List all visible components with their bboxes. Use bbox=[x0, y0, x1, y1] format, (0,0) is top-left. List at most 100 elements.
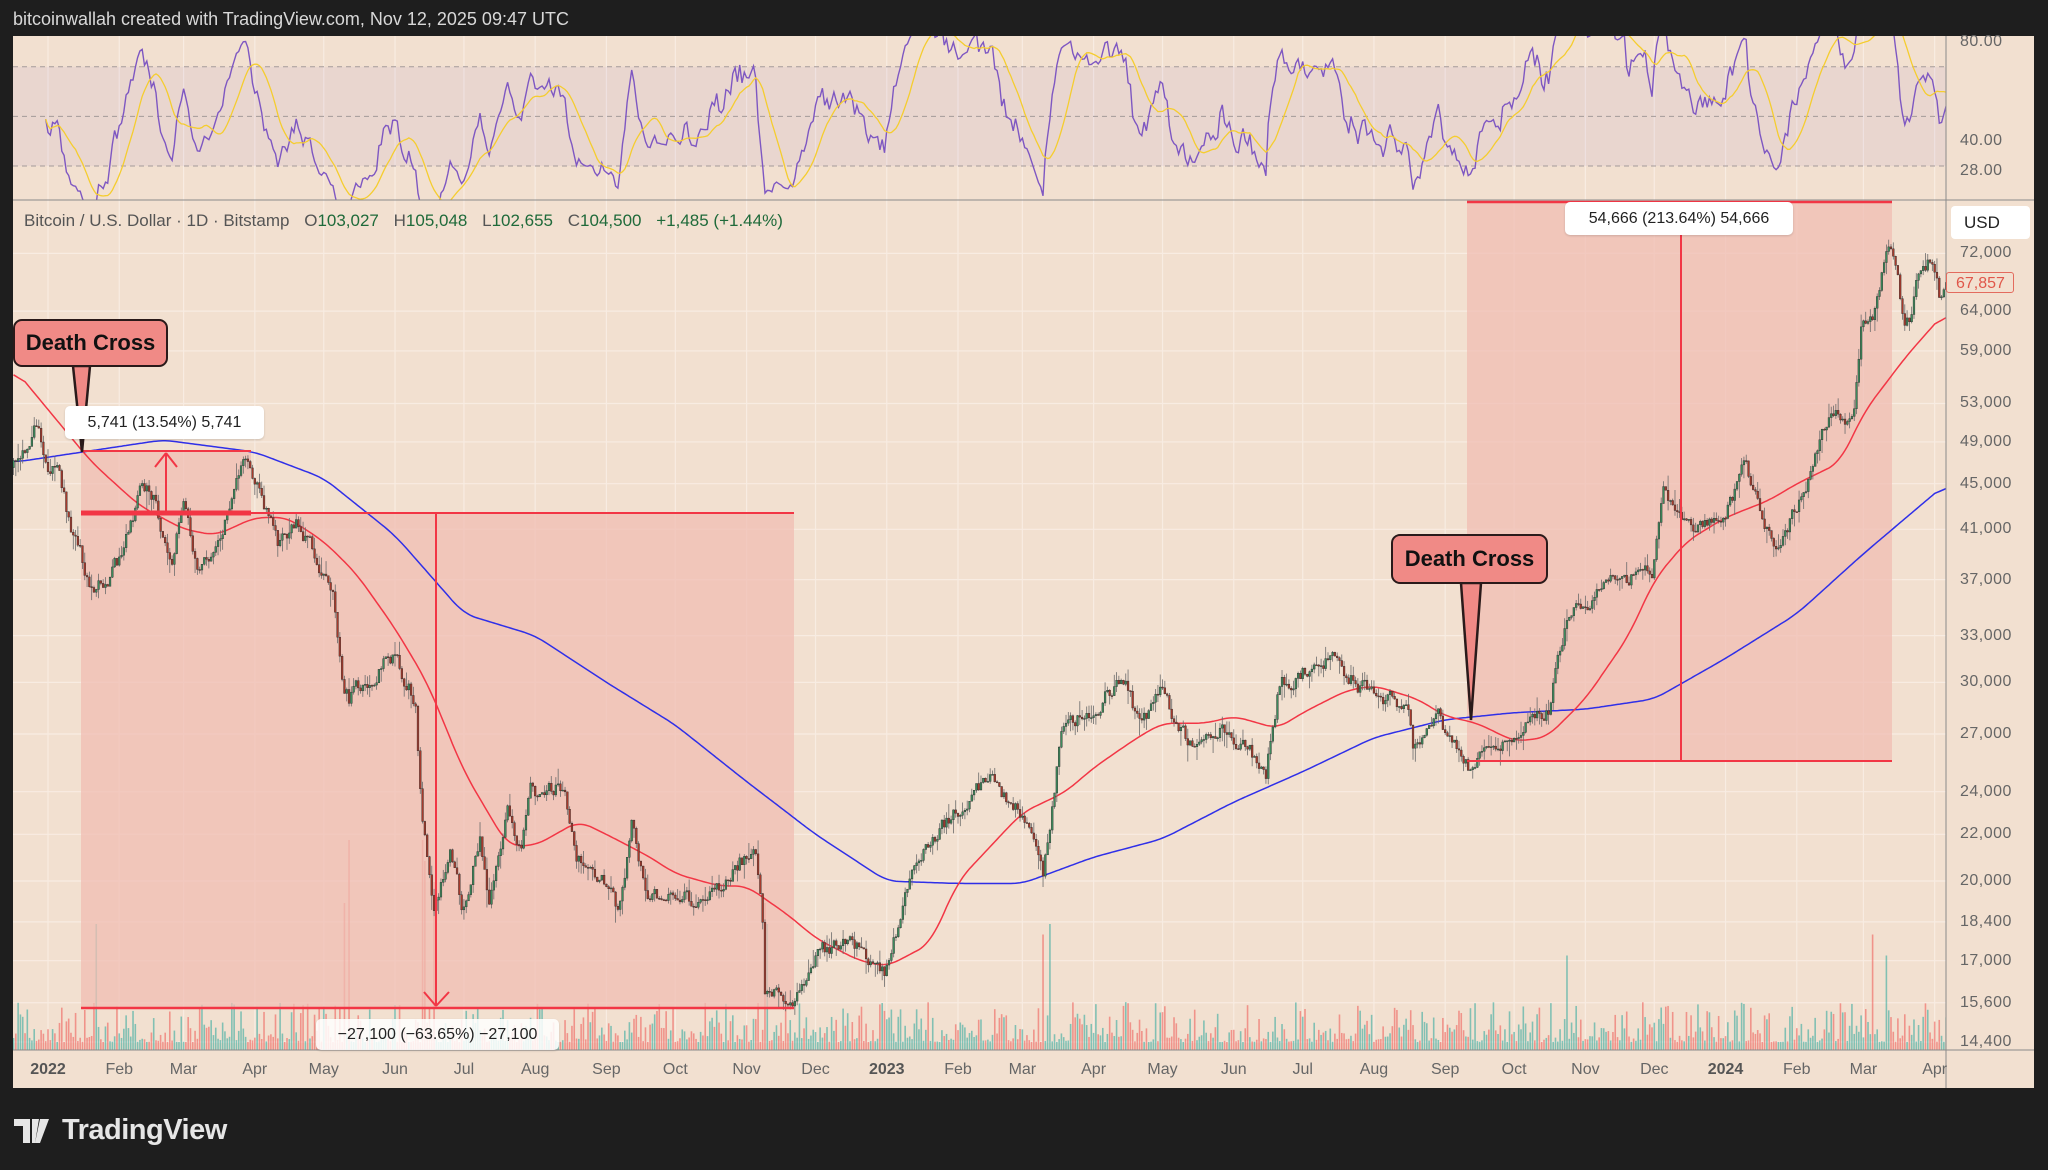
candle-down bbox=[1763, 518, 1766, 529]
volume-bar bbox=[1876, 1029, 1879, 1050]
volume-bar bbox=[1690, 1015, 1692, 1050]
measure-zones bbox=[81, 201, 1892, 1008]
volume-bar bbox=[185, 1041, 187, 1050]
volume-bar bbox=[828, 1041, 831, 1050]
volume-bar bbox=[826, 1027, 828, 1050]
candle-up bbox=[1869, 316, 1872, 322]
volume-bar bbox=[51, 1029, 54, 1050]
currency-button[interactable]: USD bbox=[1951, 206, 2030, 239]
volume-bar bbox=[1694, 1031, 1697, 1050]
candle-down bbox=[1719, 521, 1723, 523]
candle-up bbox=[1591, 600, 1594, 609]
candle-up bbox=[1926, 259, 1929, 271]
volume-bar bbox=[890, 1009, 893, 1050]
volume-bar bbox=[1131, 1029, 1134, 1050]
volume-bar bbox=[1630, 1041, 1633, 1050]
price-tick-label: 24,000 bbox=[1960, 782, 2012, 800]
volume-bar bbox=[272, 1036, 275, 1050]
volume-bar bbox=[1660, 1007, 1662, 1050]
volume-bar bbox=[695, 1038, 697, 1050]
volume-bar bbox=[1269, 1041, 1272, 1050]
volume-bar bbox=[1361, 1028, 1364, 1050]
volume-bar bbox=[1635, 1040, 1637, 1050]
candle-up bbox=[26, 448, 29, 453]
candle-up bbox=[242, 459, 245, 466]
volume-bar bbox=[1205, 1032, 1207, 1050]
volume-bar bbox=[1697, 1004, 1699, 1050]
candle-up bbox=[1687, 519, 1690, 521]
volume-bar bbox=[1331, 1041, 1334, 1050]
volume-bar bbox=[1768, 1013, 1771, 1050]
volume-bar bbox=[1922, 1016, 1924, 1050]
candle-up bbox=[1827, 417, 1831, 428]
volume-bar bbox=[1632, 1038, 1635, 1050]
volume-bar bbox=[203, 1024, 206, 1050]
candle-up bbox=[1416, 742, 1419, 745]
volume-bar bbox=[1023, 1040, 1026, 1050]
candle-down bbox=[1584, 606, 1587, 609]
candle-up bbox=[1218, 727, 1222, 738]
volume-bar bbox=[660, 1027, 663, 1050]
volume-bar bbox=[1710, 1027, 1713, 1050]
volume-bar bbox=[943, 1036, 946, 1050]
candle-down bbox=[207, 559, 210, 562]
candle-down bbox=[1928, 259, 1932, 263]
volume-bar bbox=[1653, 1022, 1656, 1050]
volume-bar bbox=[929, 1040, 932, 1050]
volume-bar bbox=[959, 1022, 962, 1050]
candle-down bbox=[1938, 277, 1941, 298]
candle-down bbox=[276, 530, 279, 546]
volume-bar bbox=[1818, 1040, 1821, 1050]
candle-up bbox=[1703, 519, 1706, 527]
candle-down bbox=[552, 791, 555, 796]
candle-up bbox=[1143, 712, 1146, 721]
candle-down bbox=[370, 685, 374, 687]
last-price-label: 67,857 bbox=[1946, 272, 2014, 293]
volume-bar bbox=[690, 1031, 693, 1050]
time-tick-label: May bbox=[308, 1061, 339, 1078]
volume-bar bbox=[1120, 1036, 1122, 1050]
volume-bar bbox=[1168, 1037, 1171, 1050]
volume-bar bbox=[1488, 1029, 1490, 1050]
candle-down bbox=[170, 558, 174, 565]
candle-down bbox=[586, 867, 590, 869]
candle-up bbox=[1120, 680, 1123, 684]
candle-down bbox=[1379, 695, 1382, 698]
death-cross-callout-1[interactable]: Death Cross bbox=[13, 319, 168, 367]
candle-down bbox=[559, 783, 562, 791]
volume-bar bbox=[1929, 1032, 1931, 1050]
volume-bar bbox=[221, 1022, 224, 1050]
candle-up bbox=[991, 774, 994, 776]
candle-down bbox=[1223, 724, 1226, 733]
volume-bar bbox=[729, 1021, 732, 1050]
candle-up bbox=[938, 828, 941, 840]
volume-bar bbox=[1315, 1039, 1318, 1050]
candle-up bbox=[1241, 739, 1245, 745]
candle-up bbox=[1593, 597, 1596, 601]
candle-up bbox=[210, 556, 213, 562]
measure-label-2: −27,100 (−63.65%) −27,100 bbox=[316, 1019, 559, 1050]
volume-bar bbox=[1030, 1041, 1033, 1050]
candle-down bbox=[115, 558, 119, 566]
death-cross-callout-2[interactable]: Death Cross bbox=[1391, 534, 1548, 584]
time-tick-label: Sep bbox=[1430, 1061, 1460, 1078]
volume-bar bbox=[883, 1010, 886, 1050]
candle-down bbox=[717, 883, 721, 891]
candle-up bbox=[1506, 740, 1509, 742]
tradingview-logo[interactable]: TradingView bbox=[14, 1114, 227, 1147]
candle-up bbox=[876, 962, 879, 964]
candle-down bbox=[53, 466, 56, 468]
volume-bar bbox=[1021, 1029, 1024, 1050]
candle-down bbox=[1641, 569, 1644, 571]
candle-up bbox=[1398, 706, 1401, 708]
volume-bar bbox=[1150, 1041, 1152, 1050]
candle-down bbox=[1894, 256, 1897, 266]
candle-up bbox=[906, 888, 909, 893]
candle-up bbox=[807, 972, 810, 981]
candle-up bbox=[1427, 725, 1431, 729]
volume-bar bbox=[1777, 1041, 1780, 1050]
volume-bar bbox=[1028, 1040, 1031, 1050]
volume-bar bbox=[1497, 1033, 1499, 1050]
volume-bar bbox=[136, 1041, 139, 1050]
